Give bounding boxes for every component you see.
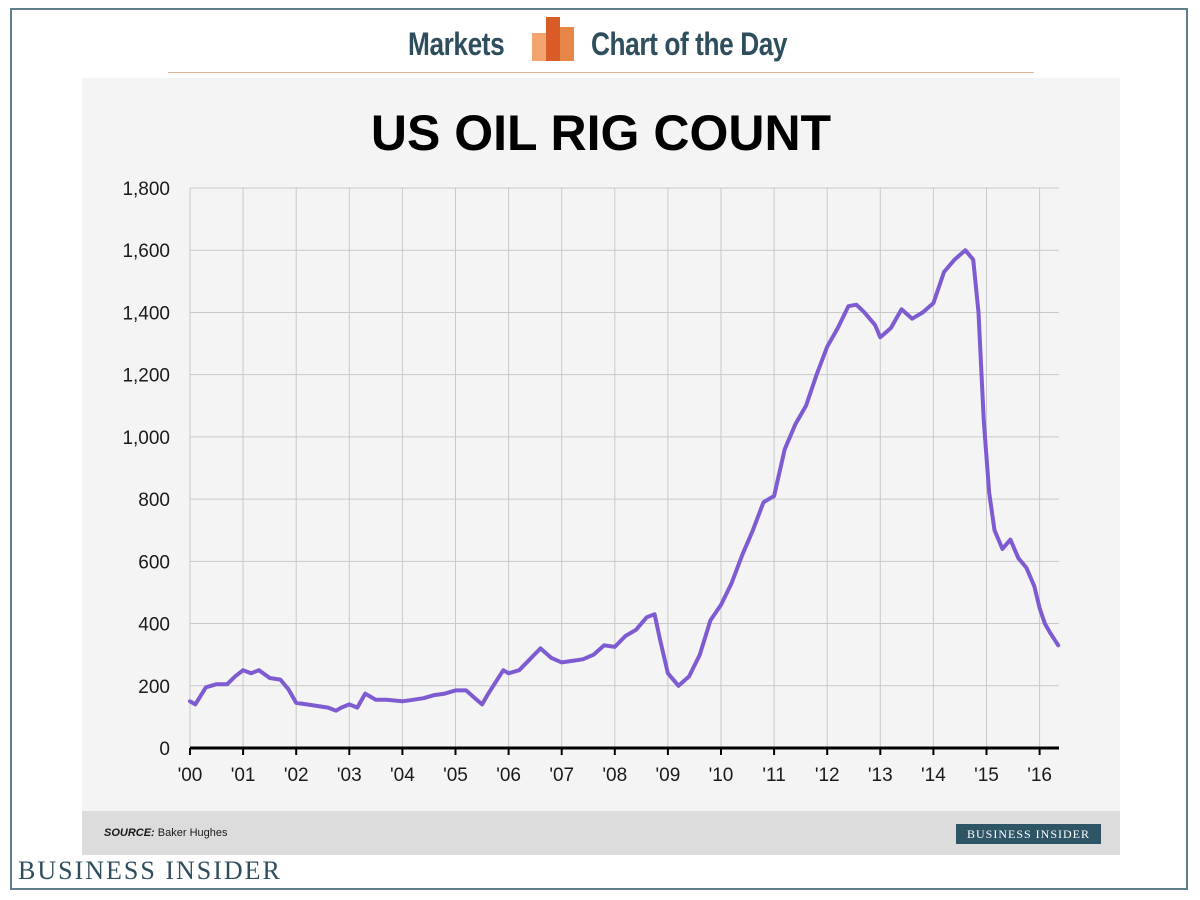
x-tick-label: '12 xyxy=(815,765,840,786)
business-insider-logo: BUSINESS INSIDER xyxy=(18,856,282,885)
y-tick-label: 0 xyxy=(159,739,170,760)
series-line-us-oil-rig-count xyxy=(188,248,1061,713)
x-tick-label: '06 xyxy=(496,765,521,786)
chart-panel: US OIL RIG COUNT 0 200 400 600 800 1,000 1,200… xyxy=(82,78,1120,854)
y-axis: 0 200 400 600 800 1,000 1,200 1,400 1,600 1,800 xyxy=(122,179,170,760)
source-value: Baker Hughes xyxy=(157,827,228,839)
x-tick-label: '16 xyxy=(1027,765,1052,786)
y-tick-label: 1,800 xyxy=(122,179,170,200)
y-tick-label: 400 xyxy=(138,615,170,636)
bar-chart-logo-icon xyxy=(532,17,574,61)
x-tick-label: '15 xyxy=(974,765,999,786)
header-markets-label: Markets xyxy=(408,26,505,62)
header-chart-of-day-label: Chart of the Day xyxy=(591,26,788,62)
x-tick-label: '04 xyxy=(390,765,415,786)
x-tick-label: '10 xyxy=(709,765,734,786)
x-tick-label: '09 xyxy=(656,765,681,786)
x-tick-label: '02 xyxy=(284,765,309,786)
source-label: SOURCE: xyxy=(104,827,155,839)
x-tick-label: '00 xyxy=(178,765,203,786)
y-tick-label: 1,600 xyxy=(122,241,170,262)
grid-layer xyxy=(189,187,1059,748)
x-tick-label: '05 xyxy=(443,765,468,786)
x-tick-label: '08 xyxy=(602,765,627,786)
y-tick-label: 1,200 xyxy=(122,366,170,387)
x-tick-label: '03 xyxy=(337,765,362,786)
chart-title: US OIL RIG COUNT xyxy=(371,105,831,161)
business-insider-badge: BUSINESS INSIDER xyxy=(956,824,1101,844)
chart-of-day-header: Markets Chart of the Day xyxy=(0,17,1200,70)
y-tick-label: 200 xyxy=(138,677,170,698)
header-divider xyxy=(168,72,1034,73)
y-tick-label: 800 xyxy=(138,490,170,511)
x-tick-label: '07 xyxy=(549,765,574,786)
y-tick-label: 600 xyxy=(138,552,170,573)
x-tick-label: '14 xyxy=(921,765,946,786)
x-axis: '00 '01 '02 '03 '04 '05 '06 '07 '08 '09 '10 '11 '12 '… xyxy=(178,746,1059,786)
outer-frame xyxy=(10,8,1188,890)
chart-canvas: US OIL RIG COUNT 0 200 400 600 800 1,000 1,200… xyxy=(122,105,1061,786)
x-tick-label: '13 xyxy=(868,765,893,786)
source-note: SOURCE: Baker Hughes xyxy=(104,827,228,839)
source-footer: SOURCE: Baker Hughes BUSINESS INSIDER xyxy=(82,811,1120,855)
x-tick-label: '11 xyxy=(762,765,785,786)
y-tick-label: 1,400 xyxy=(122,303,170,324)
y-tick-label: 1,000 xyxy=(122,428,170,449)
x-tick-label: '01 xyxy=(231,765,256,786)
